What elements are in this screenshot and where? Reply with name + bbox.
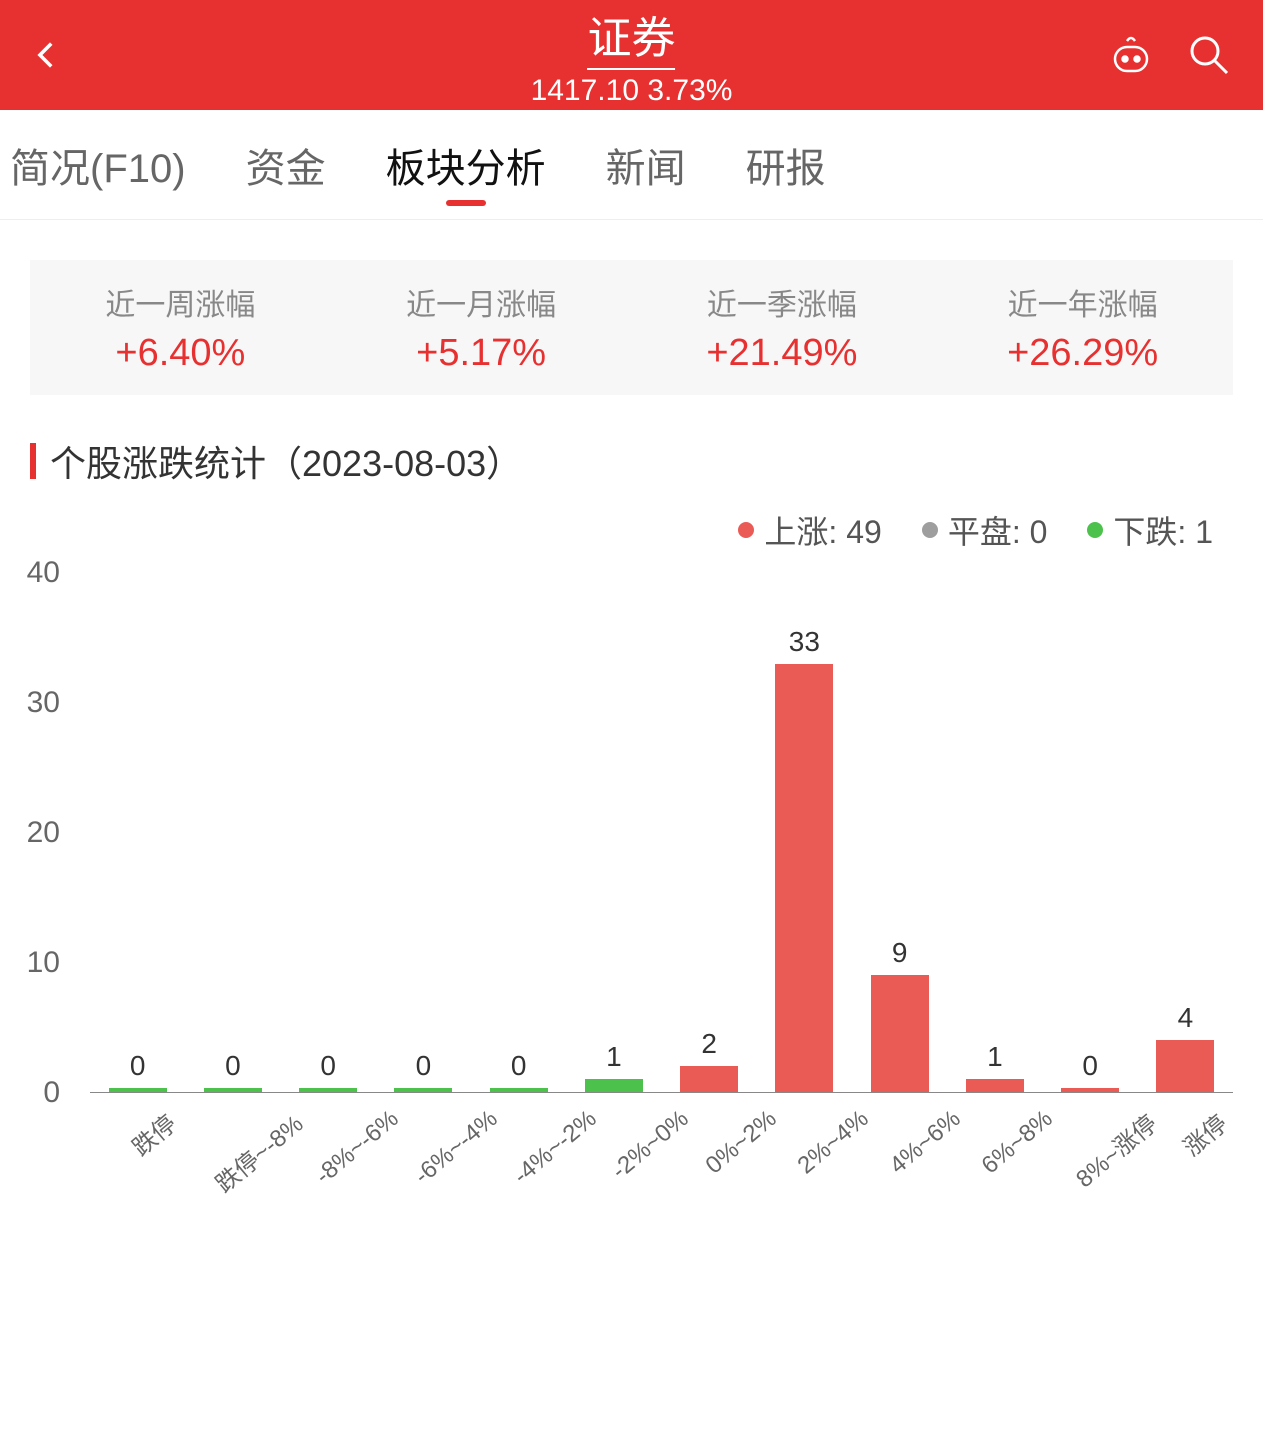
y-tick: 0 [10,1076,60,1110]
stat-value: +26.29% [932,332,1233,375]
chart-plot: 0 0 0 0 0 1 2 33 9 1 0 4 [90,573,1233,1093]
bar-4[interactable]: 0 [471,573,566,1092]
stat-cell-1: 近一月涨幅 +5.17% [331,280,632,375]
bar-0[interactable]: 0 [90,573,185,1092]
tab-3[interactable]: 新闻 [606,110,686,220]
chart-legend: 上涨: 49 平盘: 0 下跌: 1 [0,507,1263,553]
bar-rect [394,1088,452,1092]
y-tick: 40 [10,556,60,590]
distribution-chart: 010203040 0000012339104 跌停跌停~-8%-8%~-6%-… [60,573,1233,1213]
x-label-8: 4%~6% [861,1093,953,1213]
bar-11[interactable]: 4 [1138,573,1233,1092]
bar-rect [204,1088,262,1092]
header-title: 证券 [588,2,676,70]
section-title: 个股涨跌统计 （2023-08-03） [30,435,1233,487]
bar-1[interactable]: 0 [185,573,280,1092]
legend-dot-icon [922,522,938,538]
bar-value-label: 1 [987,1041,1003,1073]
header-price: 1417.10 [531,74,639,107]
x-label-11: 涨停 [1141,1093,1233,1213]
bar-value-label: 0 [320,1050,336,1082]
bar-value-label: 1 [606,1041,622,1073]
bar-rect [1156,1040,1214,1092]
bar-value-label: 4 [1178,1002,1194,1034]
bar-3[interactable]: 0 [376,573,471,1092]
bar-9[interactable]: 1 [947,573,1042,1092]
x-label-3: -6%~-4% [386,1093,485,1213]
stat-label: 近一月涨幅 [331,280,632,324]
bar-value-label: 0 [511,1050,527,1082]
bar-2[interactable]: 0 [281,573,376,1092]
bar-rect [299,1088,357,1092]
stat-value: +6.40% [30,332,331,375]
x-label-1: 跌停~-8% [182,1093,287,1213]
header-subtitle: 1417.10 3.73% [531,74,733,108]
y-tick: 10 [10,946,60,980]
stat-label: 近一年涨幅 [932,280,1233,324]
stat-label: 近一季涨幅 [632,280,933,324]
legend-item-1: 平盘: 0 [922,507,1048,553]
x-label-4: -4%~-2% [485,1093,584,1213]
bar-value-label: 0 [1082,1050,1098,1082]
x-label-9: 6%~8% [952,1093,1044,1213]
bar-rect [966,1079,1024,1092]
x-label-6: 0%~2% [677,1093,769,1213]
bar-rect [871,975,929,1092]
tab-1[interactable]: 资金 [246,110,326,220]
stat-cell-0: 近一周涨幅 +6.40% [30,280,331,375]
y-tick: 20 [10,816,60,850]
bar-value-label: 33 [789,626,820,658]
bar-value-label: 0 [130,1050,146,1082]
bar-rect [109,1088,167,1092]
bar-rect [775,664,833,1092]
x-label-5: -2%~0% [585,1093,677,1213]
bar-rect [1061,1088,1119,1092]
x-label-0: 跌停 [90,1093,182,1213]
bar-value-label: 0 [416,1050,432,1082]
stat-value: +5.17% [331,332,632,375]
header-change: 3.73% [647,74,732,107]
bar-7[interactable]: 33 [757,573,852,1092]
period-stats: 近一周涨幅 +6.40%近一月涨幅 +5.17%近一季涨幅 +21.49% 近一年涨幅 +… [30,260,1233,395]
x-label-7: 2%~4% [769,1093,861,1213]
bar-6[interactable]: 2 [662,573,757,1092]
bar-value-label: 9 [892,937,908,969]
y-axis: 010203040 [20,573,60,1093]
x-label-2: -8%~-6% [287,1093,386,1213]
stat-label: 近一周涨幅 [30,280,331,324]
search-icon[interactable] [1185,31,1233,79]
x-axis-labels: 跌停跌停~-8%-8%~-6%-6%~-4%-4%~-2%-2%~0%0%~2%… [90,1093,1233,1213]
stat-cell-2: 近一季涨幅 +21.49% [632,280,933,375]
legend-item-2: 下跌: 1 [1087,507,1213,553]
stat-cell-3: 近一年涨幅 +26.29% [932,280,1233,375]
legend-item-0: 上涨: 49 [738,507,881,553]
tab-0[interactable]: 简况(F10) [10,110,186,220]
bar-rect [490,1088,548,1092]
legend-dot-icon [1087,522,1103,538]
header-title-block[interactable]: 证券 1417.10 3.73% [531,2,733,108]
section-date: （2023-08-03） [266,435,522,487]
tab-4[interactable]: 研报 [746,110,826,220]
stat-value: +21.49% [632,332,933,375]
x-label-10: 8%~涨停 [1044,1093,1141,1213]
tab-2[interactable]: 板块分析 [386,110,546,220]
legend-text: 下跌: 1 [1113,507,1213,553]
legend-text: 平盘: 0 [948,507,1048,553]
bar-5[interactable]: 1 [566,573,661,1092]
bar-10[interactable]: 0 [1043,573,1138,1092]
bar-rect [585,1079,643,1092]
app-header: 证券 1417.10 3.73% [0,0,1263,110]
bar-value-label: 2 [701,1028,717,1060]
y-tick: 30 [10,686,60,720]
section-title-text: 个股涨跌统计 [50,435,266,487]
bar-rect [680,1066,738,1092]
tab-bar: 简况(F10) 资金板块分析新闻研报 [0,110,1263,220]
bar-value-label: 0 [225,1050,241,1082]
back-icon[interactable] [30,38,64,72]
robot-icon[interactable] [1107,31,1155,79]
bar-8[interactable]: 9 [852,573,947,1092]
legend-text: 上涨: 49 [764,507,881,553]
bars-container: 0 0 0 0 0 1 2 33 9 1 0 4 [90,573,1233,1092]
legend-dot-icon [738,522,754,538]
